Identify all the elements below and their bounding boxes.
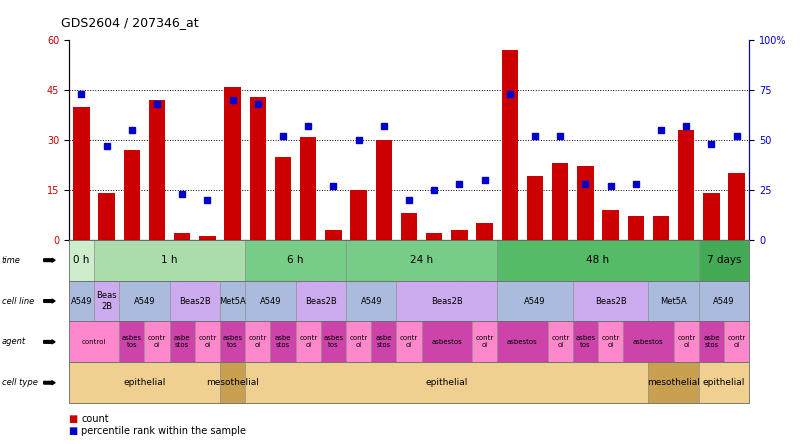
Text: A549: A549 [524,297,546,305]
Text: contr
ol: contr ol [677,335,695,349]
Text: A549: A549 [714,297,735,305]
Text: epithelial: epithelial [703,378,745,387]
Text: 1 h: 1 h [161,255,178,265]
Text: contr
ol: contr ol [350,335,368,349]
Text: A549: A549 [134,297,156,305]
Text: asbe
stos: asbe stos [703,335,720,349]
Text: Beas2B: Beas2B [305,297,337,305]
Bar [703,193,719,240]
Text: asbes
tos: asbes tos [323,335,343,349]
Bar [249,97,266,240]
Bar [149,100,165,240]
Text: asbes
tos: asbes tos [575,335,595,349]
Bar [401,213,417,240]
Bar [603,210,619,240]
Bar [678,130,694,240]
Bar [653,217,669,240]
Text: Beas2B: Beas2B [431,297,463,305]
Bar [326,230,342,240]
Text: ■: ■ [69,426,81,436]
Bar [174,233,190,240]
Text: percentile rank within the sample: percentile rank within the sample [81,426,246,436]
Text: Beas
2B: Beas 2B [96,291,117,311]
Bar [300,137,317,240]
Text: asbe
stos: asbe stos [174,335,190,349]
Bar [376,140,392,240]
Bar [578,166,594,240]
Text: asbestos: asbestos [633,339,664,345]
Text: contr
ol: contr ol [475,335,494,349]
Text: mesothelial: mesothelial [207,378,259,387]
Bar [224,87,241,240]
Text: asbestos: asbestos [432,339,463,345]
Text: asbes
tos: asbes tos [122,335,142,349]
Text: GDS2604 / 207346_at: GDS2604 / 207346_at [61,16,198,28]
Text: 6 h: 6 h [288,255,304,265]
Bar [552,163,569,240]
Text: contr
ol: contr ol [198,335,216,349]
Text: agent: agent [2,337,26,346]
Text: contr
ol: contr ol [551,335,569,349]
Bar [628,217,644,240]
Text: mesothelial: mesothelial [647,378,700,387]
Bar [526,177,544,240]
Bar [451,230,467,240]
Text: time: time [2,256,20,265]
Bar [99,193,115,240]
Text: contr
ol: contr ol [249,335,267,349]
Text: 7 days: 7 days [707,255,741,265]
Bar [501,50,518,240]
Text: contr
ol: contr ol [299,335,318,349]
Bar [124,150,140,240]
Text: contr
ol: contr ol [400,335,418,349]
Bar [275,157,292,240]
Bar [426,233,442,240]
Bar [728,173,745,240]
Text: contr
ol: contr ol [148,335,166,349]
Bar [73,107,90,240]
Text: A549: A549 [70,297,92,305]
Text: epithelial: epithelial [123,378,165,387]
Text: Met5A: Met5A [220,297,246,305]
Text: Beas2B: Beas2B [179,297,211,305]
Bar [476,223,492,240]
Text: 0 h: 0 h [73,255,90,265]
Text: Met5A: Met5A [660,297,687,305]
Text: contr
ol: contr ol [602,335,620,349]
Text: asbes
tos: asbes tos [223,335,243,349]
Text: 24 h: 24 h [410,255,433,265]
Text: cell line: cell line [2,297,34,305]
Bar [351,190,367,240]
Text: control: control [82,339,106,345]
Text: asbe
stos: asbe stos [275,335,292,349]
Text: asbe
stos: asbe stos [376,335,392,349]
Text: contr
ol: contr ol [727,335,746,349]
Text: cell type: cell type [2,378,37,387]
Text: A549: A549 [360,297,382,305]
Text: Beas2B: Beas2B [595,297,626,305]
Text: ■: ■ [69,414,81,424]
Text: A549: A549 [260,297,281,305]
Text: asbestos: asbestos [507,339,538,345]
Bar [199,236,215,240]
Text: 48 h: 48 h [586,255,610,265]
Text: count: count [81,414,109,424]
Text: epithelial: epithelial [426,378,468,387]
